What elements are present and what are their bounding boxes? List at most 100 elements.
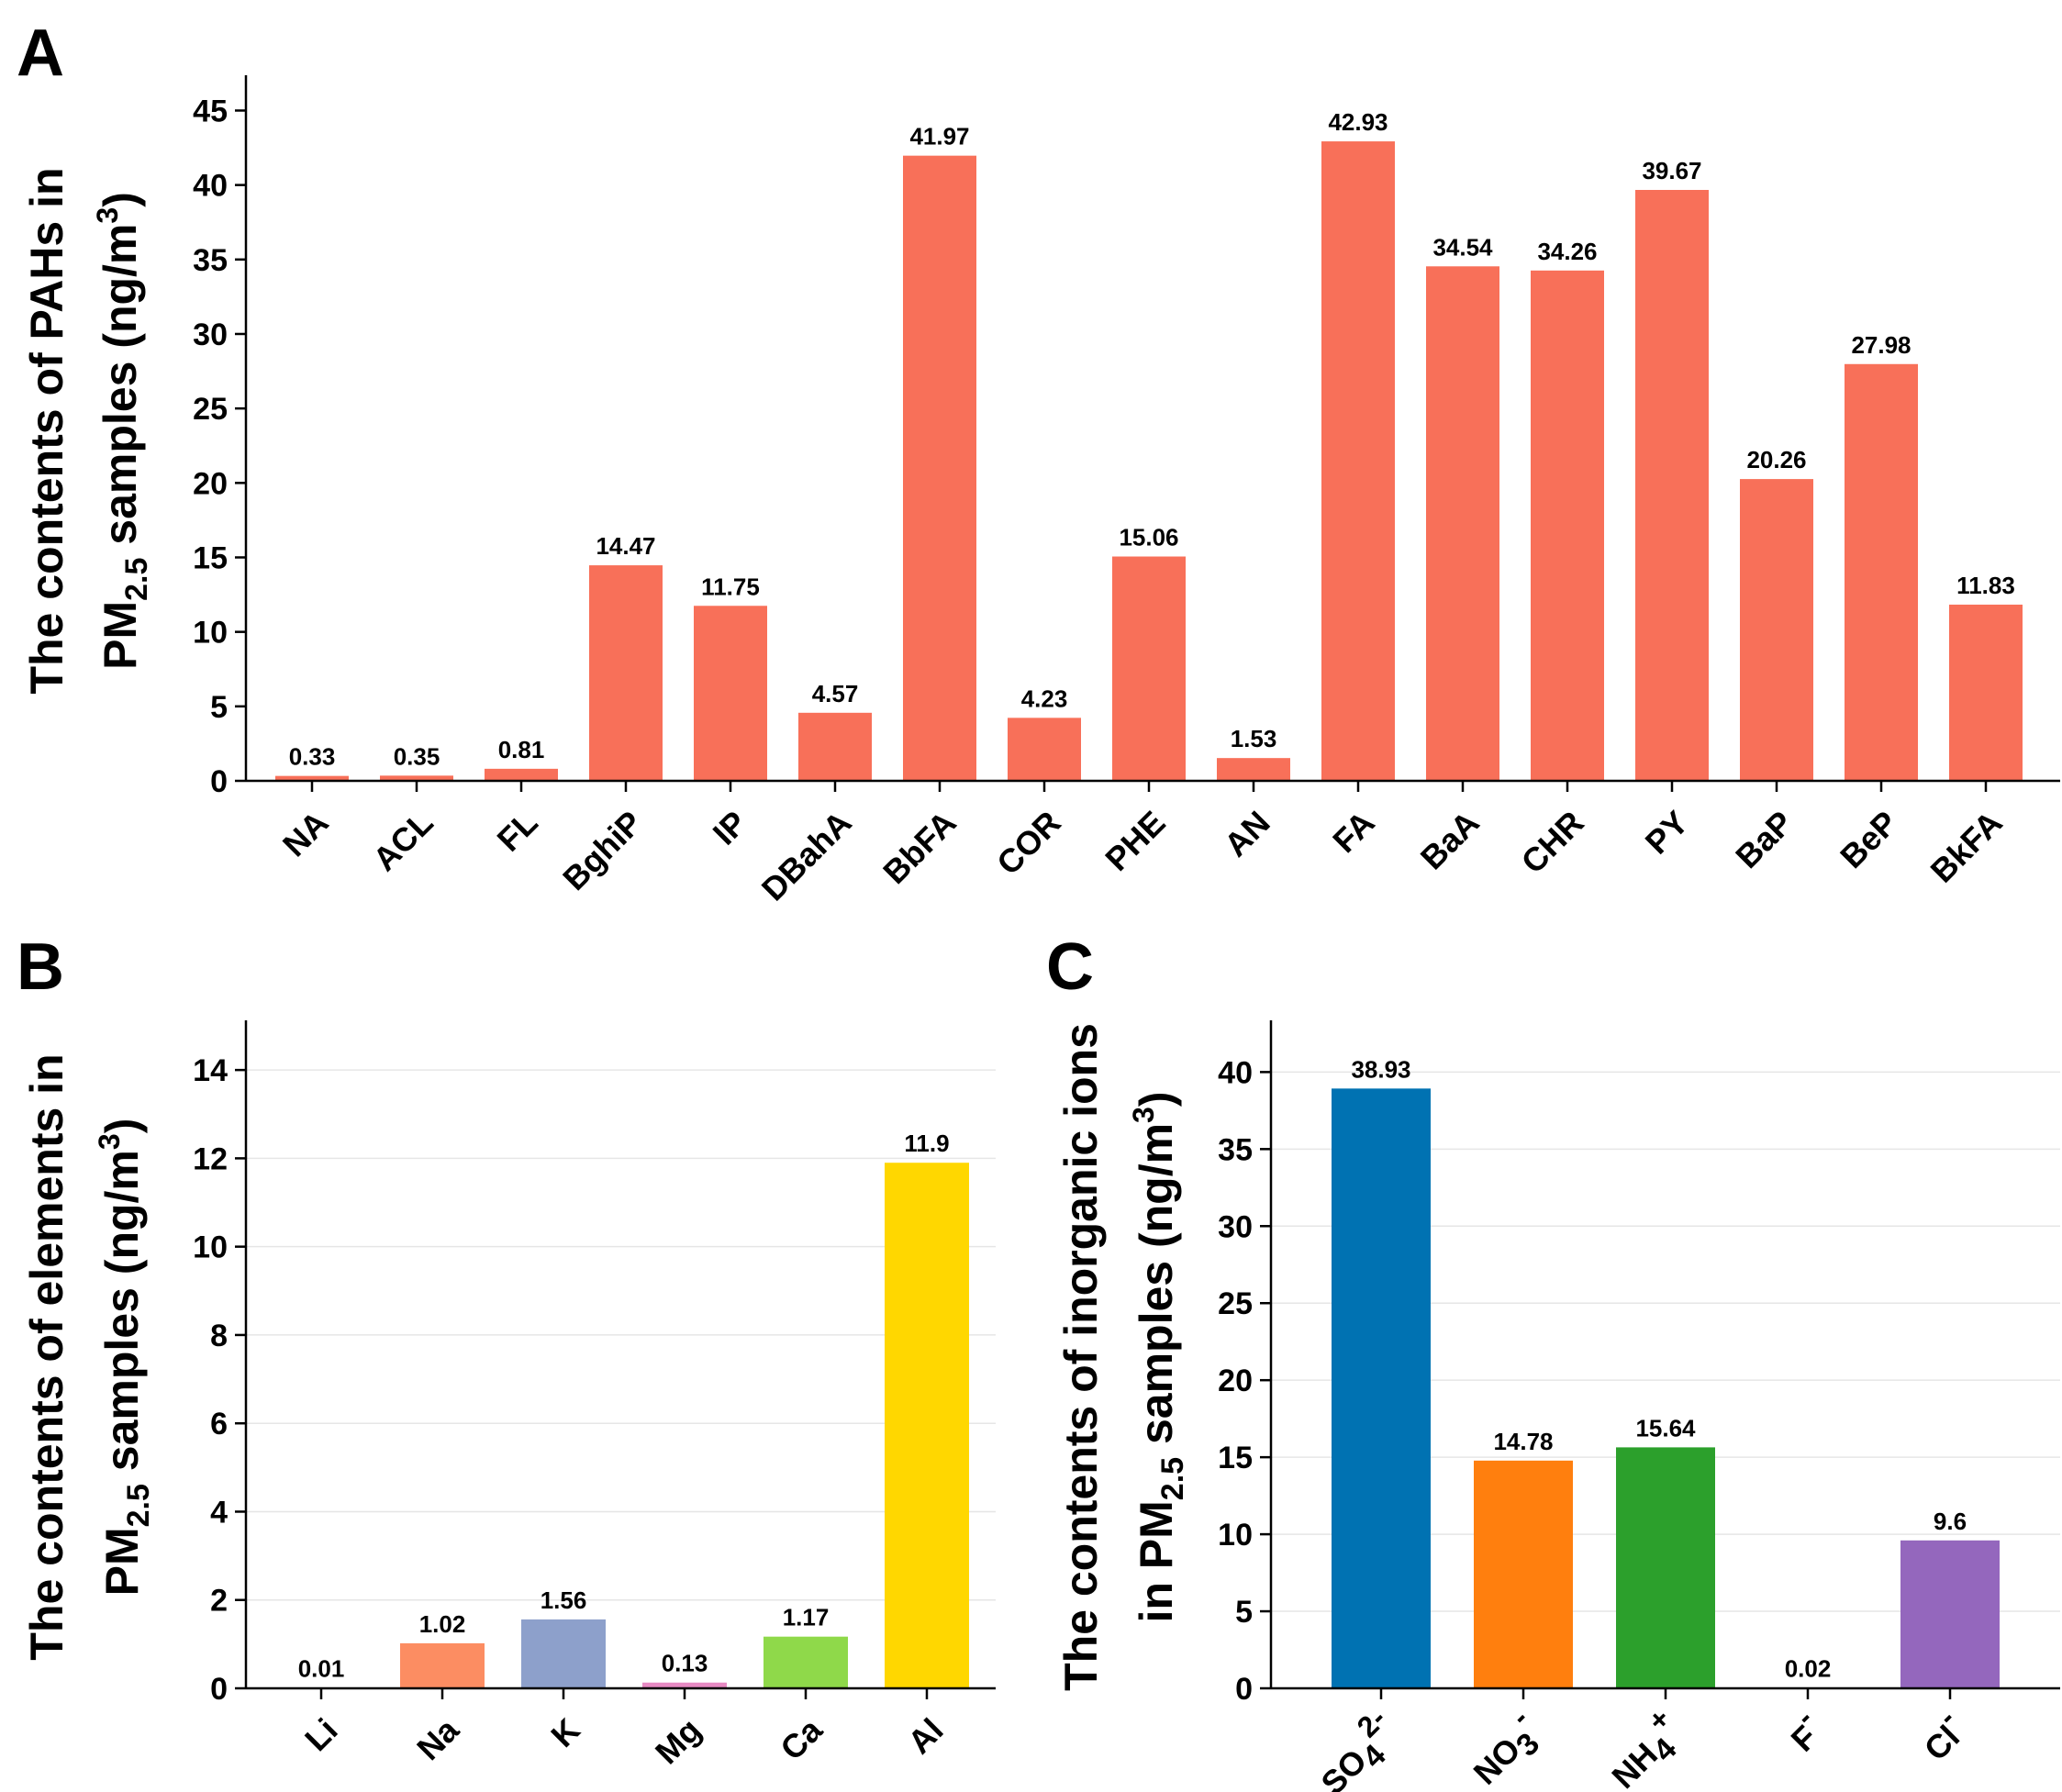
data-label: 34.54 [1432, 233, 1493, 261]
x-tick-label: Li [297, 1711, 345, 1759]
bar [694, 606, 767, 781]
x-tick-label: ACL [365, 804, 440, 878]
x-tick-label: PY [1638, 804, 1696, 862]
bar [1112, 556, 1186, 781]
bar [1740, 479, 1813, 781]
y-axis-label-line2: in PM2.5 samples (ng/m3) [1127, 1091, 1190, 1622]
x-tick-label: IP [706, 804, 754, 852]
x-tick-label: FA [1325, 804, 1382, 861]
data-label: 14.47 [596, 532, 655, 560]
x-tick-label: BaA [1413, 804, 1487, 877]
y-tick-label: 30 [1218, 1209, 1253, 1244]
bar [1321, 141, 1395, 781]
data-label: 39.67 [1642, 157, 1701, 184]
bar [1900, 1540, 2000, 1688]
y-tick-label: 4 [210, 1495, 228, 1530]
panel-letter-b: B [17, 930, 64, 1004]
bar [642, 1682, 727, 1688]
x-tick-label: COR [989, 804, 1068, 883]
data-label: 0.81 [498, 736, 545, 763]
y-axis-label-line1: The contents of elements in [21, 1053, 72, 1660]
data-label: 0.02 [1785, 1655, 1832, 1683]
y-tick-label: 20 [1218, 1363, 1253, 1398]
y-tick-label: 15 [193, 540, 228, 575]
bar [1949, 604, 2023, 781]
y-tick-label: 15 [1218, 1441, 1253, 1475]
x-tick-label: BghiP [555, 804, 650, 898]
y-axis-label-line2: PM2.5 samples (ng/m3) [93, 1119, 156, 1597]
bar [798, 712, 872, 781]
x-tick-label: Al [900, 1711, 950, 1761]
data-label: 0.01 [298, 1655, 345, 1683]
bar [763, 1636, 848, 1688]
x-tick-label: BkFA [1923, 804, 2010, 890]
data-label: 15.06 [1119, 524, 1178, 551]
panel-letter-a: A [17, 17, 64, 90]
y-tick-label: 25 [1218, 1286, 1253, 1321]
y-axis-label-line2: PM2.5 samples (ng/m3) [91, 192, 154, 670]
x-tick-label: NH4+ [1595, 1702, 1695, 1792]
bar [885, 1163, 969, 1688]
bar [1474, 1460, 1573, 1688]
x-tick-label: AN [1217, 804, 1277, 864]
data-label: 20.26 [1746, 446, 1806, 473]
x-tick-label: FL [490, 804, 545, 859]
y-tick-label: 35 [193, 243, 228, 278]
bar [400, 1642, 485, 1688]
data-label: 1.17 [783, 1604, 830, 1631]
y-tick-label: 20 [193, 466, 228, 501]
bar [1635, 189, 1709, 781]
y-tick-label: 25 [193, 392, 228, 427]
data-label: 41.97 [909, 123, 969, 150]
chart-panel-a: 0.33 0.35 0.81 14.47 11.75 4.57 41.97 4.23 15.06… [21, 75, 2060, 908]
data-label: 1.53 [1231, 725, 1277, 752]
data-label: 9.6 [1934, 1508, 1967, 1535]
x-tick-label: DBahA [754, 804, 859, 908]
chart-panel-c: 38.93 14.78 15.64 0.02 9.6 0 5 10 15 20 25 30 35 40 SO… [1055, 1020, 2060, 1792]
x-tick-label: Mg [648, 1711, 708, 1772]
data-label: 4.57 [812, 680, 859, 707]
y-tick-label: 10 [193, 1230, 228, 1265]
bar [1845, 363, 1918, 781]
data-label: 11.83 [1956, 572, 2015, 599]
x-tick-label: BeP [1833, 804, 1905, 876]
data-label: 0.33 [289, 743, 336, 771]
bar [589, 565, 663, 781]
y-tick-label: 8 [210, 1319, 228, 1353]
data-label: 11.9 [904, 1130, 949, 1157]
x-tick-label: Ca [773, 1710, 830, 1767]
bar [1332, 1088, 1431, 1688]
bar [903, 155, 976, 781]
bar [1531, 270, 1604, 781]
bar [521, 1619, 606, 1688]
y-tick-label: 6 [210, 1407, 228, 1441]
data-label: 1.02 [419, 1610, 466, 1638]
y-tick-label: 5 [1235, 1595, 1253, 1630]
data-label: 15.64 [1635, 1414, 1696, 1441]
bar [1426, 266, 1499, 781]
y-tick-label: 2 [210, 1584, 228, 1619]
data-label: 1.56 [541, 1586, 587, 1614]
data-label: 27.98 [1851, 331, 1911, 359]
x-tick-label: SO42- [1304, 1702, 1410, 1792]
chart-panel-b: 0.01 1.02 1.56 0.13 1.17 11.9 0 2 4 6 8 10 12 14 Li Na K… [21, 1020, 996, 1771]
x-tick-label: K [543, 1711, 586, 1754]
bar [1217, 758, 1290, 781]
bar [1616, 1447, 1715, 1688]
y-tick-label: 35 [1218, 1132, 1253, 1167]
x-tick-label: NA [275, 804, 336, 864]
y-tick-label: 30 [193, 317, 228, 352]
y-tick-label: 10 [193, 616, 228, 651]
data-label: 34.26 [1537, 238, 1597, 265]
bar [485, 768, 558, 781]
bar [380, 775, 453, 781]
y-tick-label: 0 [210, 764, 228, 799]
bar [275, 775, 349, 781]
y-tick-label: 12 [193, 1141, 228, 1176]
data-label: 38.93 [1351, 1055, 1410, 1083]
panel-letter-c: C [1046, 930, 1094, 1004]
bar [1008, 718, 1081, 781]
y-tick-label: 0 [210, 1672, 228, 1707]
data-label: 0.13 [662, 1650, 708, 1677]
y-tick-label: 5 [210, 690, 228, 725]
